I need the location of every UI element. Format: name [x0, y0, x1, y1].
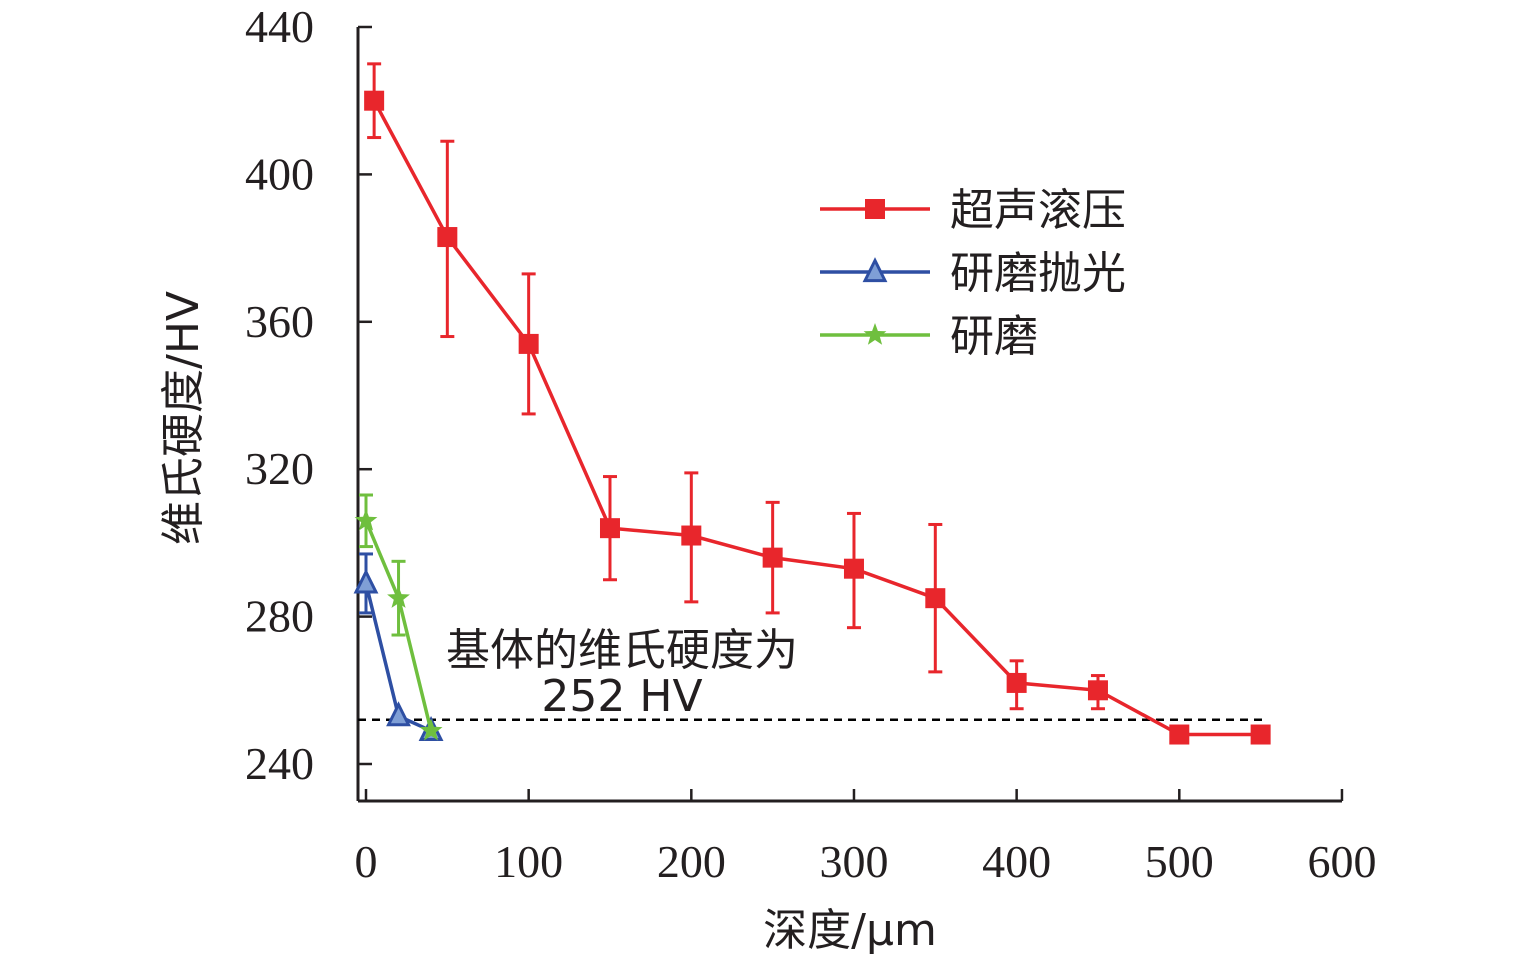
data-point: [1006, 672, 1027, 693]
x-tick-label: 200: [657, 836, 726, 887]
axes: [356, 27, 1342, 803]
data-point: [419, 718, 443, 741]
x-tick-label: 500: [1145, 836, 1214, 887]
legend-marker: [863, 323, 887, 345]
data-point: [762, 547, 783, 568]
legend-marker: [862, 257, 888, 283]
data-point: [386, 701, 411, 727]
x-tick-label: 600: [1307, 836, 1376, 887]
data-point: [1169, 724, 1190, 745]
y-tick-label: 400: [245, 148, 314, 199]
data-point: [518, 333, 539, 354]
data-point: [353, 568, 379, 594]
data-point: [1250, 724, 1271, 745]
y-tick-label: 440: [245, 1, 314, 52]
data-point: [387, 586, 410, 608]
data-point: [354, 508, 378, 531]
data-point: [681, 525, 702, 546]
y-axis-title: 维氏硬度/HV: [158, 291, 209, 545]
y-ticks: 240 280 320 360 400 440: [245, 1, 372, 789]
data-point: [364, 90, 385, 111]
data-point: [1087, 680, 1108, 701]
data-point: [925, 588, 946, 609]
baseline-annotation-line1: 基体的维氏硬度为: [446, 625, 798, 676]
x-axis-title: 深度/μm: [763, 905, 937, 956]
legend-label: 研磨: [950, 311, 1038, 362]
y-tick-label: 360: [245, 296, 314, 347]
x-tick-label: 300: [819, 836, 888, 887]
series-line: [372, 99, 1261, 737]
y-tick-label: 240: [245, 738, 314, 789]
data-point: [599, 518, 620, 539]
data-point: [437, 227, 458, 248]
data-point: [843, 558, 864, 579]
series-2: [354, 493, 443, 741]
legend-item: 研磨抛光: [820, 248, 1126, 299]
series-0: [364, 62, 1271, 745]
series-layer: [353, 62, 1271, 745]
y-tick-label: 280: [245, 591, 314, 642]
x-tick-label: 0: [355, 836, 378, 887]
legend-marker: [865, 199, 885, 219]
legend-item: 超声滚压: [820, 185, 1126, 236]
x-tick-label: 400: [982, 836, 1051, 887]
baseline-annotation-line2: 252 HV: [541, 671, 702, 722]
x-tick-label: 100: [494, 836, 563, 887]
y-tick-label: 320: [245, 443, 314, 494]
x-ticks: 0 100 200 300 400 500 600: [355, 789, 1376, 887]
legend-item: 研磨: [820, 311, 1038, 362]
legend-label: 研磨抛光: [950, 248, 1126, 299]
legend-label: 超声滚压: [950, 185, 1126, 236]
